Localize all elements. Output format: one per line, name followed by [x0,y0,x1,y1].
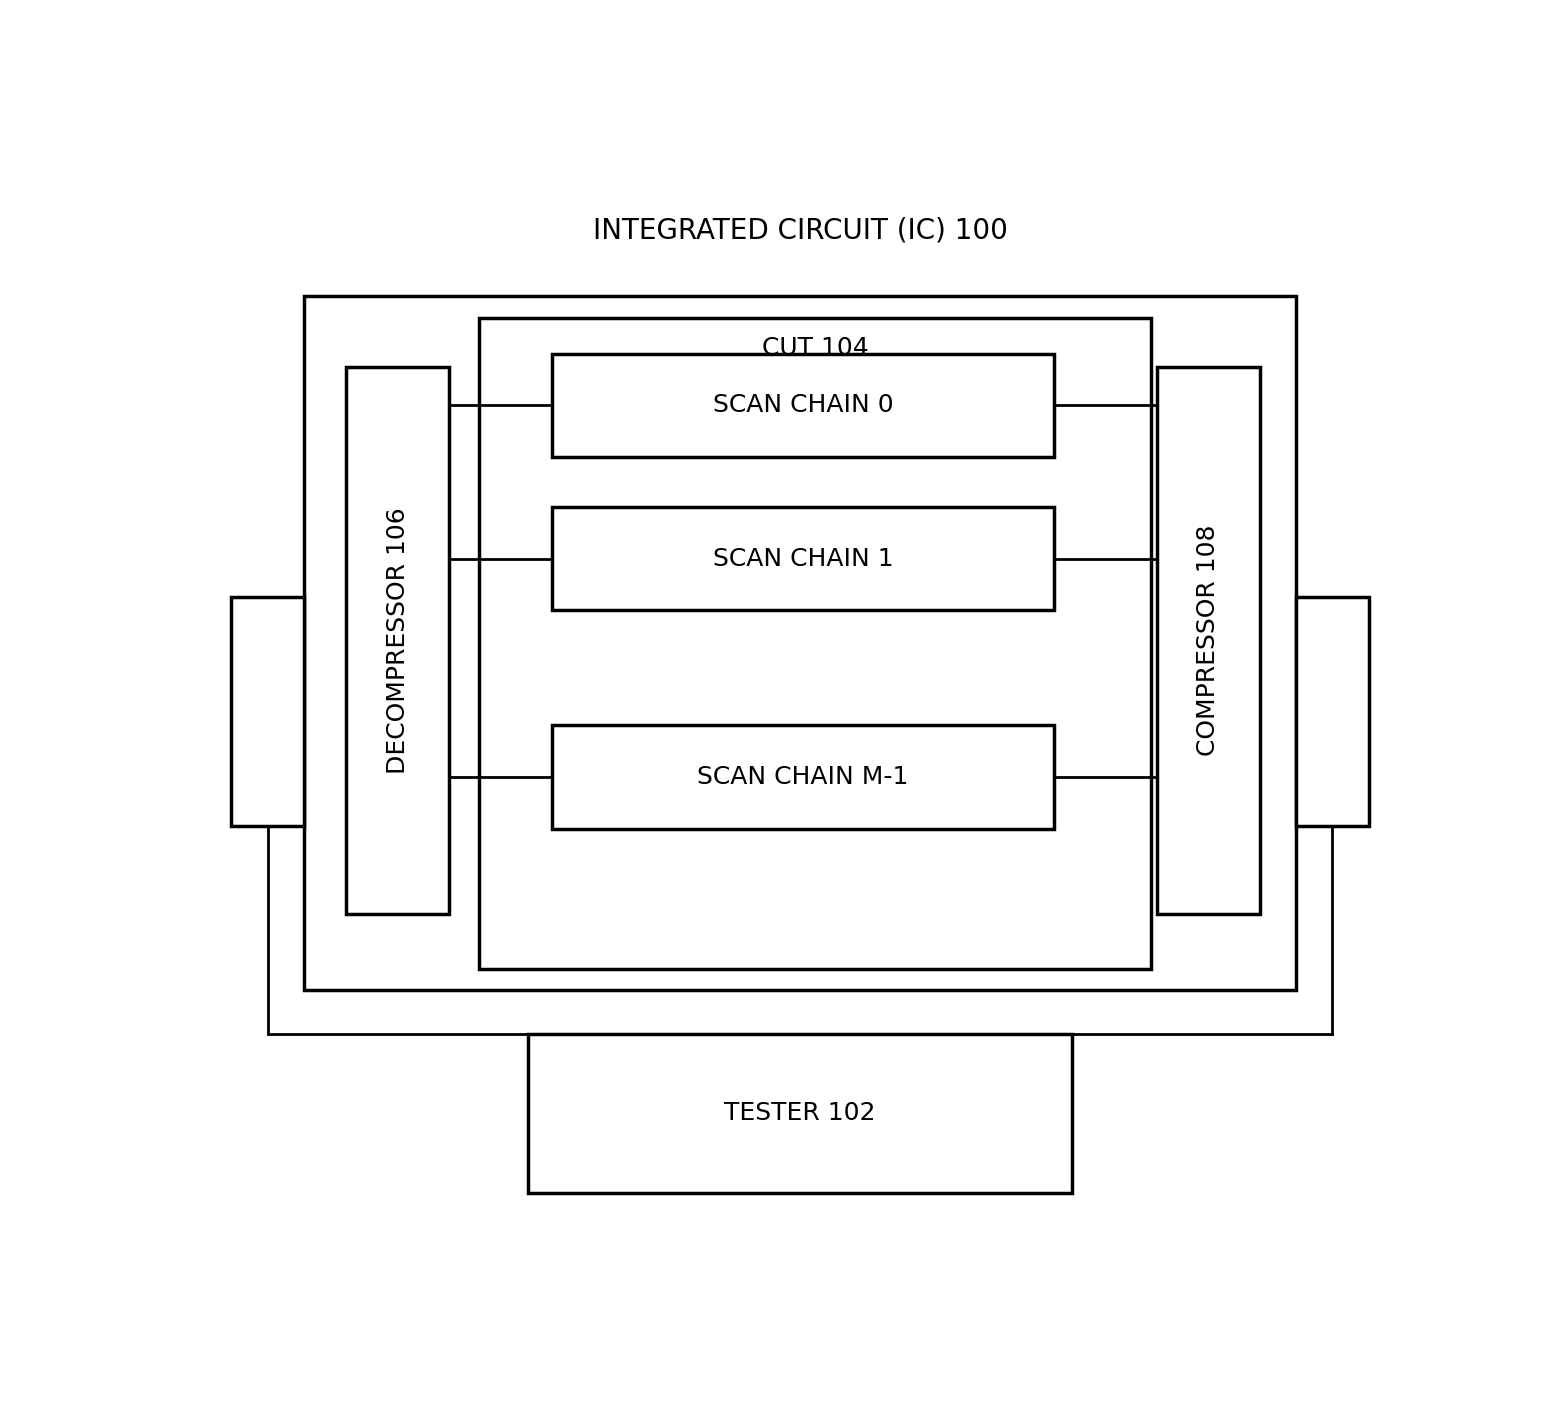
Text: SCAN CHAIN M-1: SCAN CHAIN M-1 [698,765,909,790]
Text: SCAN CHAIN 1: SCAN CHAIN 1 [713,547,893,571]
Text: SCAN CHAIN 0: SCAN CHAIN 0 [713,393,893,417]
Bar [479,318,1150,968]
Bar [231,596,304,826]
Text: TESTER 102: TESTER 102 [724,1102,876,1126]
Text: INTEGRATED CIRCUIT (IC) 100: INTEGRATED CIRCUIT (IC) 100 [593,216,1007,244]
Text: COMPRESSOR 108: COMPRESSOR 108 [1196,525,1221,757]
Bar [304,297,1296,991]
Bar [1296,596,1369,826]
Bar [1157,368,1260,914]
Bar [553,354,1054,457]
Bar [553,507,1054,611]
Bar [347,368,450,914]
Bar [528,1034,1072,1193]
Bar [553,726,1054,829]
Text: CUT 104: CUT 104 [762,335,869,359]
Text: DECOMPRESSOR 106: DECOMPRESSOR 106 [386,507,409,774]
